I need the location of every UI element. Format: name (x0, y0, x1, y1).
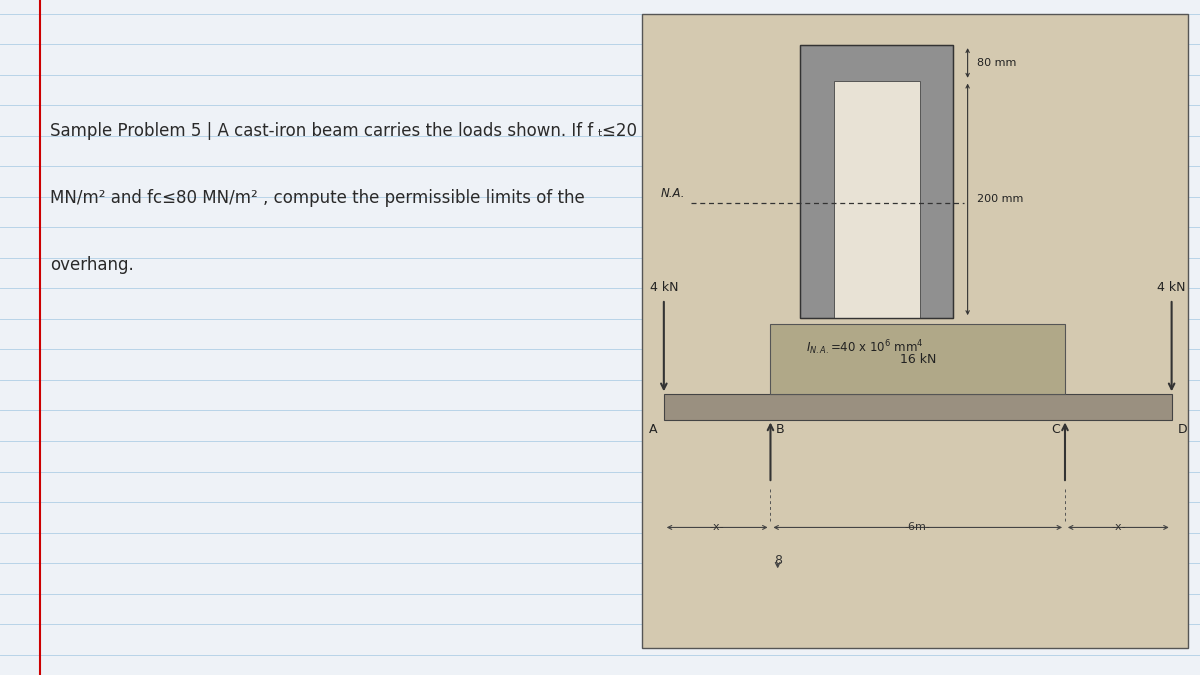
Text: -x-: -x- (1111, 522, 1126, 533)
Text: $I_{N.A.}$=40 x 10$^6$ mm$^4$: $I_{N.A.}$=40 x 10$^6$ mm$^4$ (806, 338, 924, 357)
Text: -x-: -x- (710, 522, 725, 533)
Text: B: B (775, 423, 784, 436)
Text: 200 mm: 200 mm (977, 194, 1024, 205)
Bar (800, 45, 953, 318)
Text: 16 kN: 16 kN (900, 353, 936, 366)
Text: 4 kN: 4 kN (1157, 281, 1186, 294)
Text: C: C (1051, 423, 1060, 436)
Bar (834, 81, 919, 318)
Text: 80 mm: 80 mm (977, 58, 1016, 68)
Text: -6m-: -6m- (905, 522, 931, 533)
Bar (642, 14, 1188, 648)
Bar (770, 325, 1064, 394)
Text: ₜ≤20: ₜ≤20 (598, 122, 637, 140)
Text: 4 kN: 4 kN (649, 281, 678, 294)
Text: Sample Problem 5 | A cast-iron beam carries the loads shown. If f: Sample Problem 5 | A cast-iron beam carr… (50, 122, 594, 140)
Text: D: D (1177, 423, 1187, 436)
Text: 8: 8 (774, 554, 782, 568)
Bar (800, 45, 953, 318)
Bar (664, 394, 1171, 420)
Text: A: A (649, 423, 658, 436)
Text: MN/m² and fᴄ≤80 MN/m² , compute the permissible limits of the: MN/m² and fᴄ≤80 MN/m² , compute the perm… (50, 189, 586, 207)
Text: overhang.: overhang. (50, 256, 134, 275)
Text: N.A.: N.A. (661, 187, 685, 200)
